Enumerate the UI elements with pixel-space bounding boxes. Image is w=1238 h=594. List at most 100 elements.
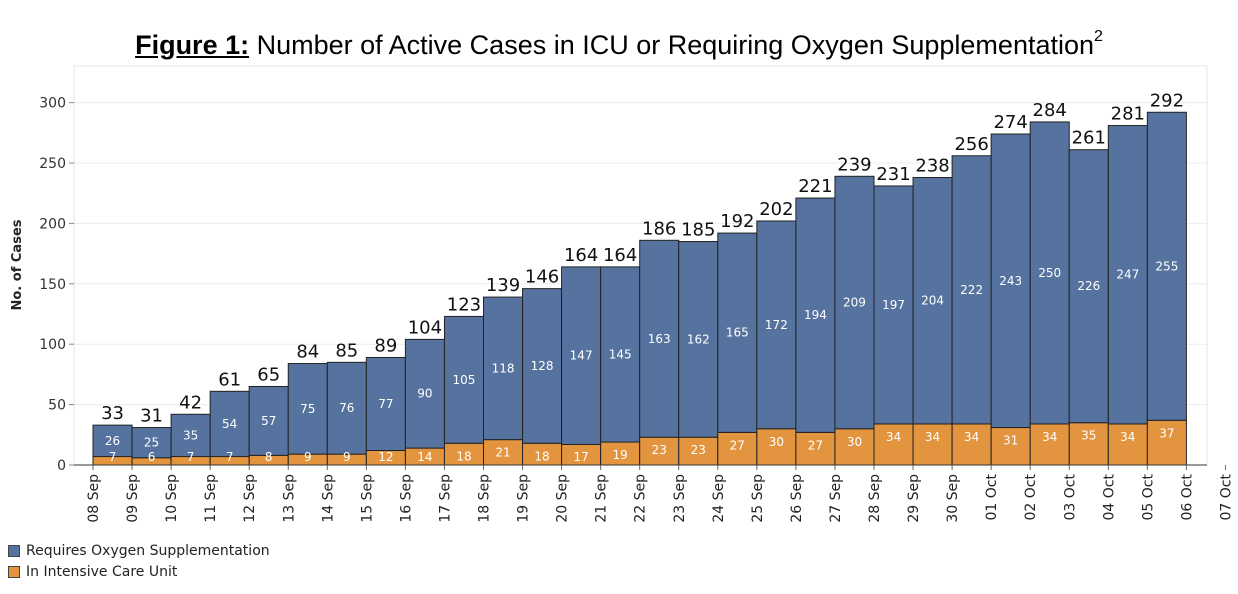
y-tick-label: 150 (39, 277, 66, 293)
x-tick-label: 17 Sep (437, 474, 453, 523)
legend-label-icu: In Intensive Care Unit (26, 564, 178, 580)
data-label-icu: 35 (1081, 429, 1096, 443)
x-tick-label: 02 Oct (1023, 474, 1039, 521)
data-label-oxygen: 145 (609, 347, 632, 361)
data-label-total: 139 (486, 275, 520, 296)
bar-oxygen (404, 338, 445, 449)
x-tick-label: 20 Sep (555, 474, 571, 523)
x-tick-label: 30 Sep (945, 474, 961, 523)
data-label-icu: 9 (343, 450, 351, 464)
x-tick-label: 24 Sep (711, 474, 727, 523)
data-label-oxygen: 105 (453, 373, 476, 387)
data-label-oxygen: 76 (339, 401, 354, 415)
bar-oxygen (1107, 125, 1148, 425)
y-tick-label: 50 (48, 398, 66, 414)
legend-label-oxygen: Requires Oxygen Supplementation (26, 543, 270, 559)
bar-icu (1146, 419, 1187, 466)
data-label-icu: 17 (573, 450, 588, 464)
y-tick-label: 200 (39, 216, 66, 232)
data-label-oxygen: 25 (144, 436, 159, 450)
bar-oxygen (600, 266, 641, 443)
data-label-total: 256 (954, 134, 988, 155)
bar-icu (951, 423, 992, 466)
data-label-icu: 12 (378, 450, 393, 464)
bar-icu (834, 428, 875, 466)
x-tick-label: 16 Sep (398, 474, 414, 523)
x-tick-label: 05 Oct (1140, 474, 1156, 521)
data-label-icu: 31 (1003, 434, 1018, 448)
x-tick-label: 25 Sep (750, 474, 766, 523)
data-label-oxygen: 162 (687, 332, 710, 346)
data-label-oxygen: 54 (222, 417, 237, 431)
y-tick-label: 300 (39, 96, 66, 112)
data-label-icu: 34 (886, 430, 901, 444)
x-tick-label: 18 Sep (477, 474, 493, 523)
x-tick-label: 23 Sep (672, 474, 688, 523)
data-label-oxygen: 163 (648, 332, 671, 346)
data-label-icu: 9 (304, 450, 312, 464)
legend-swatch-icu (8, 566, 20, 578)
data-label-oxygen: 172 (765, 318, 788, 332)
data-label-oxygen: 118 (492, 361, 515, 375)
x-tick-label: 22 Sep (633, 474, 649, 523)
x-tick-label: 06 Oct (1179, 474, 1195, 521)
y-tick-label: 100 (39, 337, 66, 353)
bar-oxygen (209, 390, 250, 458)
y-tick-label: 250 (39, 156, 66, 172)
bar-icu (1068, 422, 1109, 466)
data-label-oxygen: 128 (531, 359, 554, 373)
bar-oxygen (834, 175, 875, 430)
x-tick-label: 13 Sep (281, 474, 297, 523)
data-label-total: 31 (140, 406, 163, 427)
data-label-total: 202 (759, 199, 793, 220)
x-tick-label: 14 Sep (320, 474, 336, 523)
data-label-total: 186 (642, 218, 676, 239)
x-tick-label: 26 Sep (789, 474, 805, 523)
bar-oxygen (1146, 111, 1187, 421)
data-label-oxygen: 26 (105, 434, 120, 448)
data-label-icu: 37 (1159, 426, 1174, 440)
bar-icu (1107, 423, 1148, 466)
data-label-oxygen: 250 (1038, 266, 1061, 280)
data-label-icu: 30 (847, 435, 862, 449)
data-label-total: 33 (101, 403, 124, 424)
x-tick-label: 28 Sep (867, 474, 883, 523)
bar-oxygen (1068, 149, 1109, 424)
legend-item-oxygen: Requires Oxygen Supplementation (8, 543, 270, 559)
data-label-icu: 27 (730, 438, 745, 452)
y-axis: 0 50 100 150 200 250 300 No. of Cases (10, 96, 74, 474)
data-label-icu: 14 (417, 450, 432, 464)
data-label-icu: 7 (109, 450, 117, 464)
data-label-icu: 18 (456, 449, 471, 463)
data-label-oxygen: 222 (960, 283, 983, 297)
data-label-icu: 21 (495, 446, 510, 460)
data-label-total: 123 (447, 294, 481, 315)
bars (92, 111, 1187, 466)
data-label-total: 65 (257, 364, 280, 385)
bar-oxygen (912, 176, 953, 425)
x-tick-label: 12 Sep (242, 474, 258, 523)
data-label-icu: 7 (226, 450, 234, 464)
bar-oxygen (365, 356, 406, 452)
data-label-icu: 6 (148, 450, 156, 464)
data-label-oxygen: 77 (378, 397, 393, 411)
data-label-icu: 34 (964, 430, 979, 444)
data-label-total: 238 (915, 155, 949, 176)
data-label-icu: 27 (808, 438, 823, 452)
data-label-oxygen: 35 (183, 428, 198, 442)
data-label-oxygen: 209 (843, 296, 866, 310)
data-label-oxygen: 57 (261, 414, 276, 428)
bar-oxygen (717, 232, 758, 433)
data-label-total: 284 (1033, 100, 1067, 121)
figure-label: Figure 1: (135, 30, 250, 60)
bar-oxygen (678, 241, 719, 438)
data-label-total: 164 (603, 245, 637, 266)
legend-item-icu: In Intensive Care Unit (8, 564, 177, 580)
x-tick-label: 11 Sep (203, 474, 219, 523)
data-label-total: 292 (1150, 90, 1184, 111)
bar-oxygen (639, 239, 680, 438)
data-label-oxygen: 147 (570, 349, 593, 363)
data-label-oxygen: 255 (1155, 259, 1178, 273)
data-label-total: 185 (681, 220, 715, 241)
chart-title: Figure 1: Number of Active Cases in ICU … (0, 28, 1238, 61)
